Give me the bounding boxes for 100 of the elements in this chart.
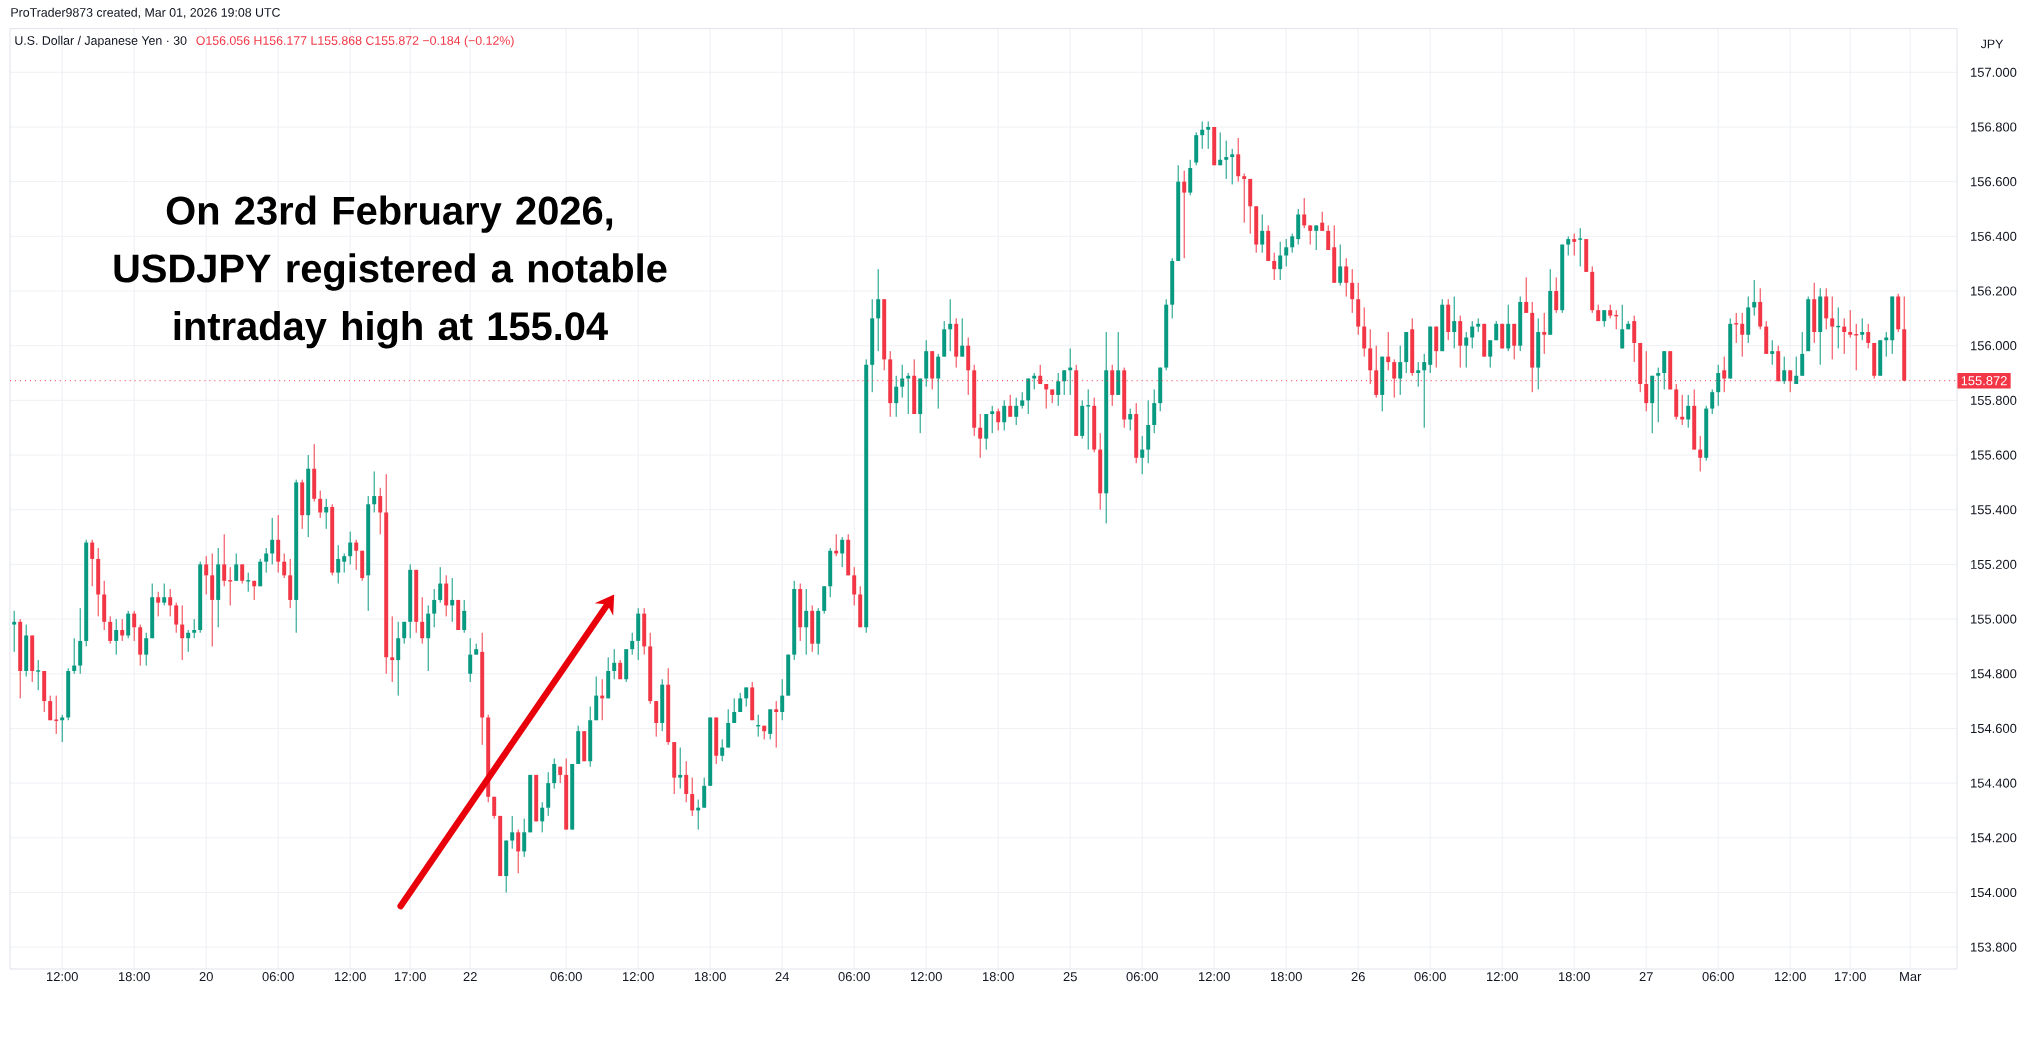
- candlestick: [1830, 295, 1835, 360]
- candlestick: [222, 533, 227, 587]
- candlestick: [1182, 170, 1187, 259]
- x-tick-label: 18:00: [695, 972, 726, 982]
- candlestick: [372, 470, 377, 513]
- x-tick-label: 12:00: [623, 972, 654, 982]
- x-tick-label: 22: [463, 972, 477, 982]
- candlestick: [1577, 227, 1583, 267]
- y-tick-label: 155.800: [1971, 395, 2017, 405]
- y-tick-label: 157.000: [1971, 67, 2017, 77]
- y-tick-label: 154.000: [1971, 887, 2017, 898]
- candlestick: [1800, 331, 1805, 377]
- candlestick: [1326, 224, 1331, 251]
- candlestick: [342, 552, 347, 574]
- candlestick: [1230, 148, 1235, 185]
- candlestick: [780, 678, 785, 721]
- candlestick: [990, 405, 995, 434]
- candlestick: [996, 408, 1001, 431]
- candlestick: [444, 574, 449, 617]
- candlestick: [1224, 140, 1229, 180]
- candlestick: [852, 566, 857, 606]
- candlestick: [1620, 304, 1625, 349]
- candlestick: [612, 648, 617, 680]
- y-tick-label: 154.400: [1971, 778, 2017, 788]
- candlestick: [1842, 317, 1847, 355]
- x-tick-label: 06:00: [1414, 972, 1446, 982]
- candlestick: [1128, 408, 1133, 431]
- candlestick: [1524, 276, 1529, 314]
- text: O156.056 H156.177 L155.868 C155.872 −0.184 (−0.12%): [196, 35, 514, 48]
- candlestick: [240, 563, 245, 585]
- candlestick: [450, 577, 455, 623]
- candlestick: [1470, 320, 1475, 349]
- candlestick: [72, 637, 77, 675]
- candlestick: [552, 758, 557, 790]
- candlestick: [678, 747, 683, 790]
- candlestick: [1314, 224, 1319, 251]
- candlestick: [204, 555, 209, 595]
- candlestick: [720, 738, 725, 762]
- candlestick: [1662, 350, 1667, 390]
- candlestick: [1362, 306, 1367, 358]
- candlestick: [1656, 367, 1661, 423]
- ref-line-label: 155.872: [1961, 376, 2007, 386]
- candlestick: [1422, 353, 1427, 429]
- candlestick: [1302, 197, 1307, 229]
- candlestick: [432, 588, 437, 628]
- candlestick: [1416, 361, 1421, 388]
- candlestick: [108, 615, 113, 645]
- candlestick: [144, 632, 149, 667]
- candlestick: [906, 372, 911, 415]
- candlestick: [510, 815, 515, 850]
- candlestick: [462, 599, 467, 634]
- candlestick: [702, 777, 707, 809]
- candlestick: [1308, 224, 1313, 246]
- x-tick-label: Mar: [1900, 972, 1922, 982]
- x-tick-label: 06:00: [262, 972, 294, 982]
- candlestick: [1320, 211, 1325, 232]
- y-tick-label: 155.200: [1971, 559, 2017, 569]
- y-tick-label: 154.600: [1971, 723, 2017, 734]
- candlestick: [1716, 364, 1721, 407]
- candlestick: [960, 317, 965, 358]
- candlestick: [1140, 435, 1145, 475]
- candlestick: [282, 552, 287, 579]
- candlestick: [1698, 435, 1703, 472]
- candlestick: [732, 697, 737, 724]
- candlestick: [1056, 372, 1061, 407]
- candlestick: [318, 490, 323, 519]
- x-tick-label: 06:00: [838, 972, 870, 982]
- candlestick: [1260, 213, 1265, 254]
- candlestick: [1488, 339, 1493, 369]
- candlestick: [690, 777, 695, 817]
- candlestick: [1632, 315, 1637, 363]
- candlestick: [1206, 121, 1211, 150]
- candlestick: [876, 268, 881, 352]
- candlestick: [1242, 172, 1247, 224]
- x-tick-label: 20: [199, 972, 213, 982]
- candlestick: [1284, 238, 1289, 267]
- candlestick: [1398, 345, 1403, 396]
- candlestick: [1860, 317, 1865, 341]
- candlestick: [192, 618, 197, 639]
- candlestick: [516, 829, 521, 874]
- candlestick: [35, 659, 41, 691]
- text: U.S. Dollar / Japanese Yen · 30: [15, 35, 187, 48]
- candlestick: [114, 618, 119, 656]
- candlestick: [1272, 252, 1277, 281]
- candlestick: [1866, 323, 1871, 349]
- candlestick: [1824, 287, 1829, 330]
- candlestick: [60, 714, 65, 743]
- candlestick: [396, 621, 401, 697]
- annotation: On 23rd February 2026, USDJPY registered a notable intraday high at 155.04: [114, 195, 667, 349]
- candlestick: [420, 596, 425, 645]
- candlestick: [948, 298, 953, 352]
- candlestick: [1085, 388, 1091, 451]
- x-tick-label: 25: [1063, 972, 1077, 982]
- candlestick: [1464, 331, 1469, 369]
- candlestick: [324, 498, 329, 530]
- candlestick: [438, 566, 443, 604]
- x-tick-label: 18:00: [1559, 972, 1590, 982]
- candlestick: [132, 610, 137, 642]
- candlestick: [126, 610, 131, 639]
- candlestick: [630, 632, 635, 656]
